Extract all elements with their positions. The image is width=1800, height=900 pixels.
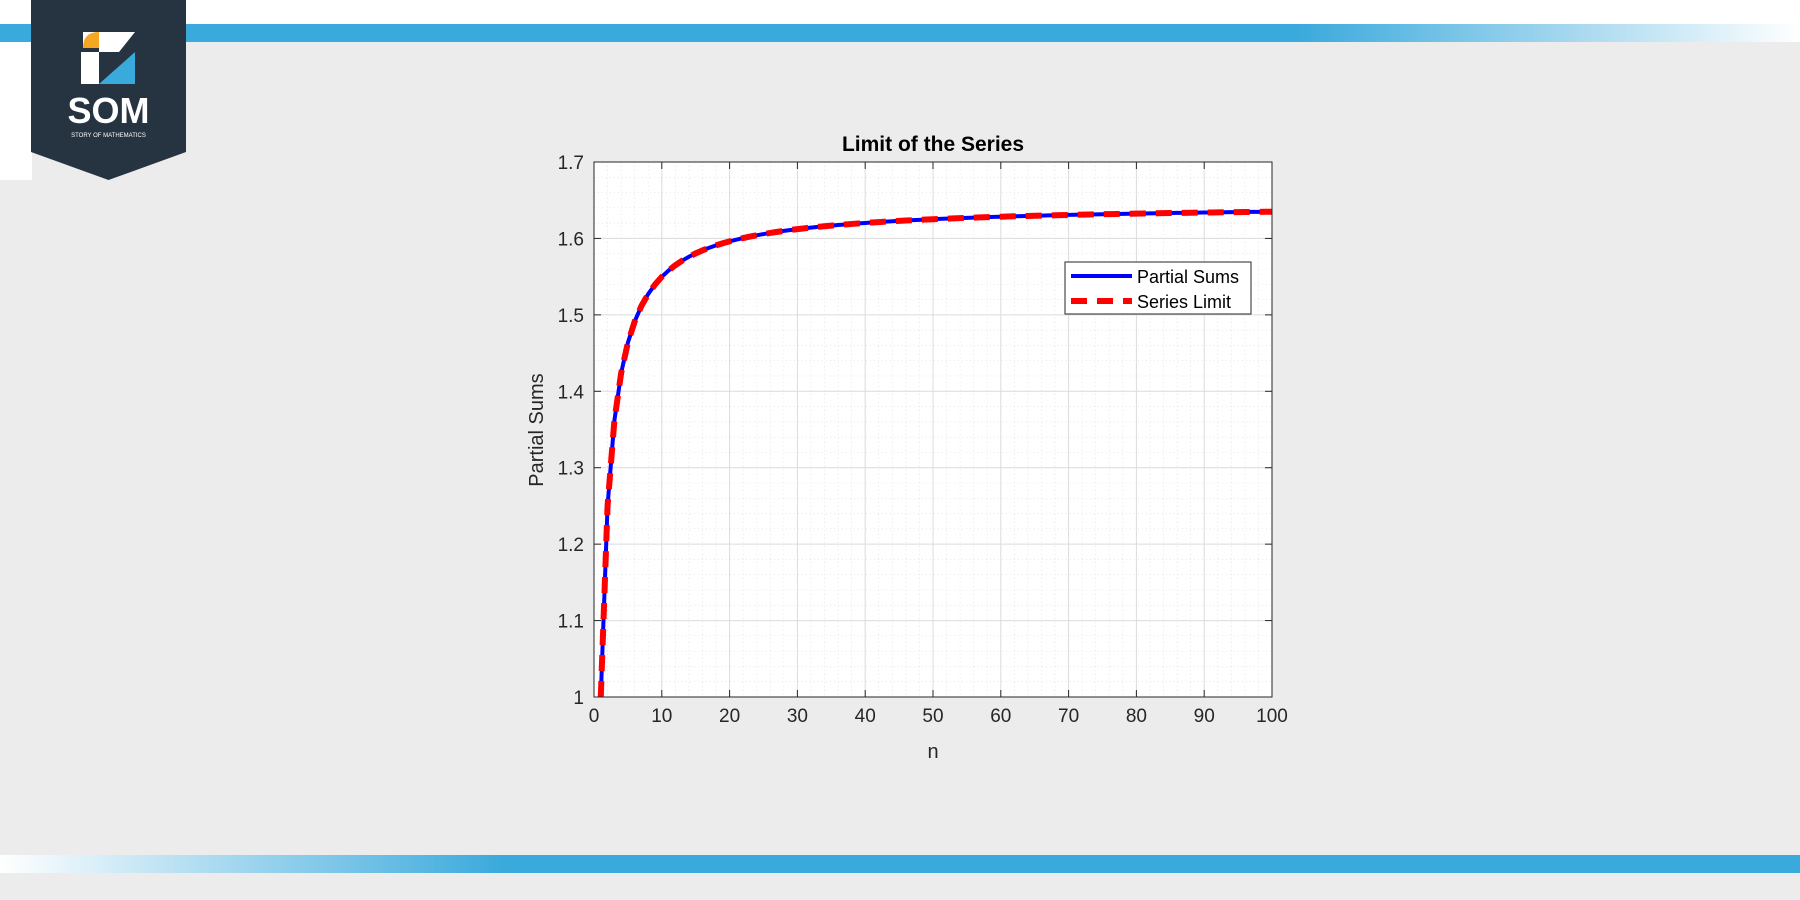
x-tick-label: 40 bbox=[855, 706, 876, 727]
x-tick-label: 100 bbox=[1256, 706, 1288, 727]
top-accent-band bbox=[0, 24, 1800, 42]
y-tick-label: 1.6 bbox=[558, 229, 584, 250]
x-axis-label: n bbox=[927, 741, 938, 763]
plot-frame bbox=[593, 161, 1273, 698]
y-tick-labels: 1 1.1 1.2 1.3 1.4 1.5 1.6 1.7 bbox=[558, 153, 585, 709]
x-tick-label: 10 bbox=[651, 706, 672, 727]
x-tick-label: 90 bbox=[1194, 706, 1215, 727]
logo-mark-icon bbox=[81, 32, 135, 84]
x-tick-label: 30 bbox=[787, 706, 808, 727]
y-tick-label: 1.5 bbox=[558, 306, 584, 327]
legend-box bbox=[1064, 261, 1252, 315]
logo-text: SOM bbox=[67, 90, 149, 131]
x-tick-label: 50 bbox=[922, 706, 943, 727]
y-tick-label: 1.3 bbox=[558, 459, 584, 480]
logo-badge-background bbox=[31, 0, 186, 180]
x-tick-label: 70 bbox=[1058, 706, 1079, 727]
logo-tagline: STORY OF MATHEMATICS bbox=[71, 133, 146, 139]
x-tick-label: 20 bbox=[719, 706, 740, 727]
y-axis-label: Partial Sums bbox=[526, 373, 548, 486]
x-tick-label: 80 bbox=[1126, 706, 1147, 727]
y-tick-label: 1.4 bbox=[558, 382, 585, 403]
y-tick-label: 1.7 bbox=[558, 153, 584, 174]
left-white-strip bbox=[0, 42, 32, 180]
y-tick-label: 1 bbox=[573, 688, 584, 709]
top-white-strip bbox=[0, 0, 1800, 24]
som-logo: SOM STORY OF MATHEMATICS bbox=[31, 0, 186, 180]
legend-label-series-limit: Series Limit bbox=[1137, 292, 1231, 312]
y-tick-label: 1.1 bbox=[558, 612, 584, 633]
legend: Partial Sums Series Limit bbox=[1064, 261, 1252, 315]
y-tick-label: 1.2 bbox=[558, 535, 584, 556]
x-tick-label: 0 bbox=[589, 706, 600, 727]
legend-label-partial-sums: Partial Sums bbox=[1137, 267, 1239, 287]
bottom-accent-band bbox=[0, 855, 1800, 873]
x-tick-label: 60 bbox=[990, 706, 1011, 727]
x-tick-labels: 0 10 20 30 40 50 60 70 80 90 100 bbox=[589, 706, 1288, 727]
chart-title: Limit of the Series bbox=[842, 133, 1024, 156]
series-limit-line bbox=[597, 208, 1273, 698]
